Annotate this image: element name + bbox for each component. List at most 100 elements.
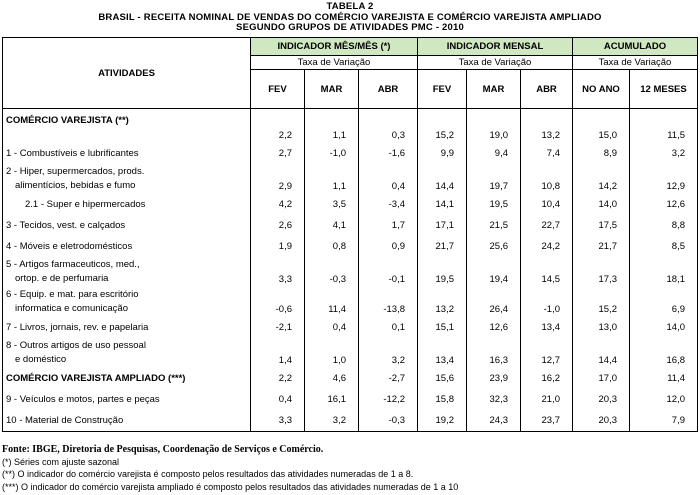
row-label: COMÉRCIO VAREJISTA (**) xyxy=(2,108,251,143)
column-header: NO ANO xyxy=(572,69,630,109)
table-cell: 0,4 xyxy=(358,164,418,194)
table-cell: 3,3 xyxy=(250,257,305,287)
table-cell: 9,9 xyxy=(417,143,467,164)
source-note: Fonte: IBGE, Diretoria de Pesquisas, Coo… xyxy=(2,444,324,455)
table-row: 2 - Hiper, supermercados, prods. alimentí… xyxy=(2,164,698,194)
table-cell: 12,6 xyxy=(466,317,521,338)
table-cell: 2,7 xyxy=(250,143,305,164)
table-cell: 9,4 xyxy=(466,143,521,164)
row-label-line: 10 - Material de Construção xyxy=(6,415,124,426)
row-label: 2 - Hiper, supermercados, prods. alimentí… xyxy=(2,164,251,194)
table-row: 5 - Artigos farmaceuticos, med., ortop. e… xyxy=(2,257,698,287)
table-cell: 1,1 xyxy=(304,164,359,194)
column-header: FEV xyxy=(250,69,305,109)
table-cell: 17,3 xyxy=(572,257,630,287)
table-row: 8 - Outros artigos de uso pessoal e domés… xyxy=(2,338,698,368)
row-label: 2.1 - Super e hipermercados xyxy=(2,194,251,215)
row-label: 7 - Livros, jornais, rev. e papelaria xyxy=(2,317,251,338)
table-cell: 0,8 xyxy=(304,236,359,257)
table-cell: -12,2 xyxy=(358,389,418,410)
table-cell: 3,2 xyxy=(304,410,359,432)
table-cell: 19,5 xyxy=(417,257,467,287)
table-number: TABELA 2 xyxy=(326,1,374,12)
table-cell: -0,1 xyxy=(358,257,418,287)
row-label-line: 5 - Artigos farmaceuticos, med., xyxy=(6,259,140,270)
table-cell: 13,2 xyxy=(520,108,573,143)
table-cell: 20,3 xyxy=(572,389,630,410)
table-cell: 15,6 xyxy=(417,368,467,389)
table-cell: 12,9 xyxy=(629,164,698,194)
table-cell: 24,2 xyxy=(520,236,573,257)
table-cell: 8,8 xyxy=(629,215,698,236)
table-cell: 8,5 xyxy=(629,236,698,257)
table-cell: 23,7 xyxy=(520,410,573,432)
table-cell: 14,5 xyxy=(520,257,573,287)
table-cell: 16,1 xyxy=(304,389,359,410)
table-cell: 24,3 xyxy=(466,410,521,432)
row-label-line: 3 - Tecidos, vest. e calçados xyxy=(6,220,126,231)
table-cell: 14,4 xyxy=(417,164,467,194)
table-body: COMÉRCIO VAREJISTA (**) 2,2 1,1 0,3 15,2 19,0… xyxy=(2,108,698,432)
table-cell: 0,1 xyxy=(358,317,418,338)
table-cell: -1,6 xyxy=(358,143,418,164)
table-cell: 19,7 xyxy=(466,164,521,194)
table-title: BRASIL - RECEITA NOMINAL DE VENDAS DO CO… xyxy=(98,11,602,23)
table-cell: 13,4 xyxy=(520,317,573,338)
table-cell: -1,0 xyxy=(520,287,573,317)
table-cell: 1,1 xyxy=(304,108,359,143)
table-cell: 7,4 xyxy=(520,143,573,164)
table-cell: 16,2 xyxy=(520,368,573,389)
table-cell: 14,2 xyxy=(572,164,630,194)
table-cell: 0,4 xyxy=(304,317,359,338)
table-cell: 11,4 xyxy=(304,287,359,317)
table-cell: -0,3 xyxy=(304,257,359,287)
subheader-taxa: Taxa de Variação xyxy=(250,55,418,70)
row-label-line: 2 - Hiper, supermercados, prods. xyxy=(6,166,145,177)
table-row: 7 - Livros, jornais, rev. e papelaria -2,… xyxy=(2,317,698,338)
row-label-line: 4 - Móveis e eletrodomésticos xyxy=(6,241,133,252)
row-label: 1 - Combustíveis e lubrificantes xyxy=(2,143,251,164)
table-cell: -0,6 xyxy=(250,287,305,317)
group-header-acumulado: ACUMULADO xyxy=(572,37,698,56)
row-label: 9 - Veículos e motos, partes e peças xyxy=(2,389,251,410)
table-cell: 2,6 xyxy=(250,215,305,236)
table-cell: 16,3 xyxy=(466,338,521,368)
table-cell: 11,4 xyxy=(629,368,698,389)
group-header-mensal: INDICADOR MENSAL xyxy=(417,37,573,56)
table-cell: 22,7 xyxy=(520,215,573,236)
table-cell: -2,1 xyxy=(250,317,305,338)
table-cell: 4,6 xyxy=(304,368,359,389)
table-cell: -0,3 xyxy=(358,410,418,432)
table-cell: 19,0 xyxy=(466,108,521,143)
column-header: ABR xyxy=(358,69,418,109)
table-footer: Fonte: IBGE, Diretoria de Pesquisas, Coo… xyxy=(2,444,458,493)
table-cell: 4,1 xyxy=(304,215,359,236)
table-cell: 15,2 xyxy=(572,287,630,317)
table-cell: 4,2 xyxy=(250,194,305,215)
row-label: 4 - Móveis e eletrodomésticos xyxy=(2,236,251,257)
row-label: COMÉRCIO VAREJISTA AMPLIADO (***) xyxy=(2,368,251,389)
table-row: 2.1 - Super e hipermercados 4,2 3,5 -3,4 14,… xyxy=(2,194,698,215)
table-cell: 12,7 xyxy=(520,338,573,368)
table-cell: 1,9 xyxy=(250,236,305,257)
row-label: 5 - Artigos farmaceuticos, med., ortop. e… xyxy=(2,257,251,287)
table-cell: 21,5 xyxy=(466,215,521,236)
activities-header: ATIVIDADES xyxy=(2,37,251,109)
table-cell: 2,2 xyxy=(250,108,305,143)
table-cell: 18,1 xyxy=(629,257,698,287)
table-cell: 13,4 xyxy=(417,338,467,368)
column-header: MAR xyxy=(304,69,359,109)
table-cell: 13,0 xyxy=(572,317,630,338)
table-cell: 14,0 xyxy=(572,194,630,215)
table-cell: 1,4 xyxy=(250,338,305,368)
table-cell: 13,2 xyxy=(417,287,467,317)
table-cell: 10,8 xyxy=(520,164,573,194)
column-header: ABR xyxy=(520,69,573,109)
table-cell: 0,3 xyxy=(358,108,418,143)
table-cell: 12,0 xyxy=(629,389,698,410)
footnote: (*) Séries com ajuste sazonal xyxy=(2,457,120,468)
table-cell: 19,2 xyxy=(417,410,467,432)
table-cell: 3,3 xyxy=(250,410,305,432)
table-cell: 21,7 xyxy=(572,236,630,257)
table-cell: 3,5 xyxy=(304,194,359,215)
